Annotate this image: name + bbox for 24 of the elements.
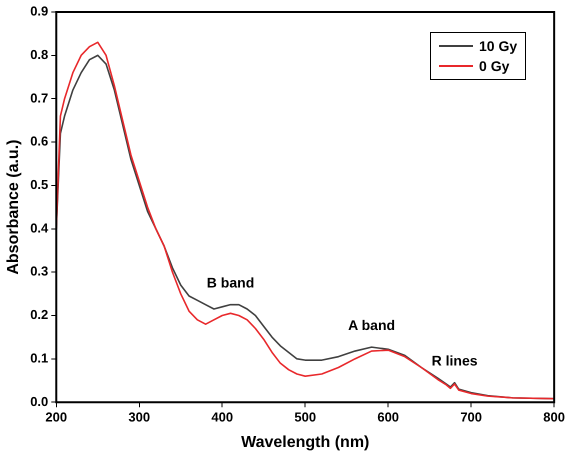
x-tick-label: 700	[460, 410, 482, 425]
x-tick-label: 600	[377, 410, 400, 425]
x-axis-title: Wavelength (nm)	[241, 434, 370, 451]
annotation: R lines	[432, 352, 478, 369]
annotation: A band	[348, 317, 396, 333]
y-tick-label: 0.2	[30, 307, 48, 322]
legend-label: 10 Gy	[479, 37, 518, 56]
y-tick-label: 0.4	[30, 220, 50, 236]
y-tick-label: 0.8	[30, 46, 48, 62]
annotation: B band	[206, 274, 254, 291]
y-axis-title: Absorbance (a.u.)	[5, 140, 22, 275]
y-tick-label: 0.5	[30, 177, 48, 192]
x-tick-label: 500	[294, 410, 316, 425]
legend-label: 0 Gy	[479, 57, 510, 76]
y-tick-label: 0.7	[30, 90, 48, 106]
y-tick-label: 0.0	[30, 394, 48, 409]
y-tick-label: 0.3	[30, 264, 48, 279]
x-tick-label: 200	[45, 410, 68, 425]
y-tick-label: 0.6	[30, 134, 48, 149]
y-tick-label: 0.1	[30, 350, 48, 366]
y-tick-label: 0.9	[30, 4, 48, 19]
x-tick-label: 800	[543, 410, 566, 425]
x-tick-label: 400	[211, 410, 234, 425]
x-tick-label: 300	[128, 410, 150, 425]
